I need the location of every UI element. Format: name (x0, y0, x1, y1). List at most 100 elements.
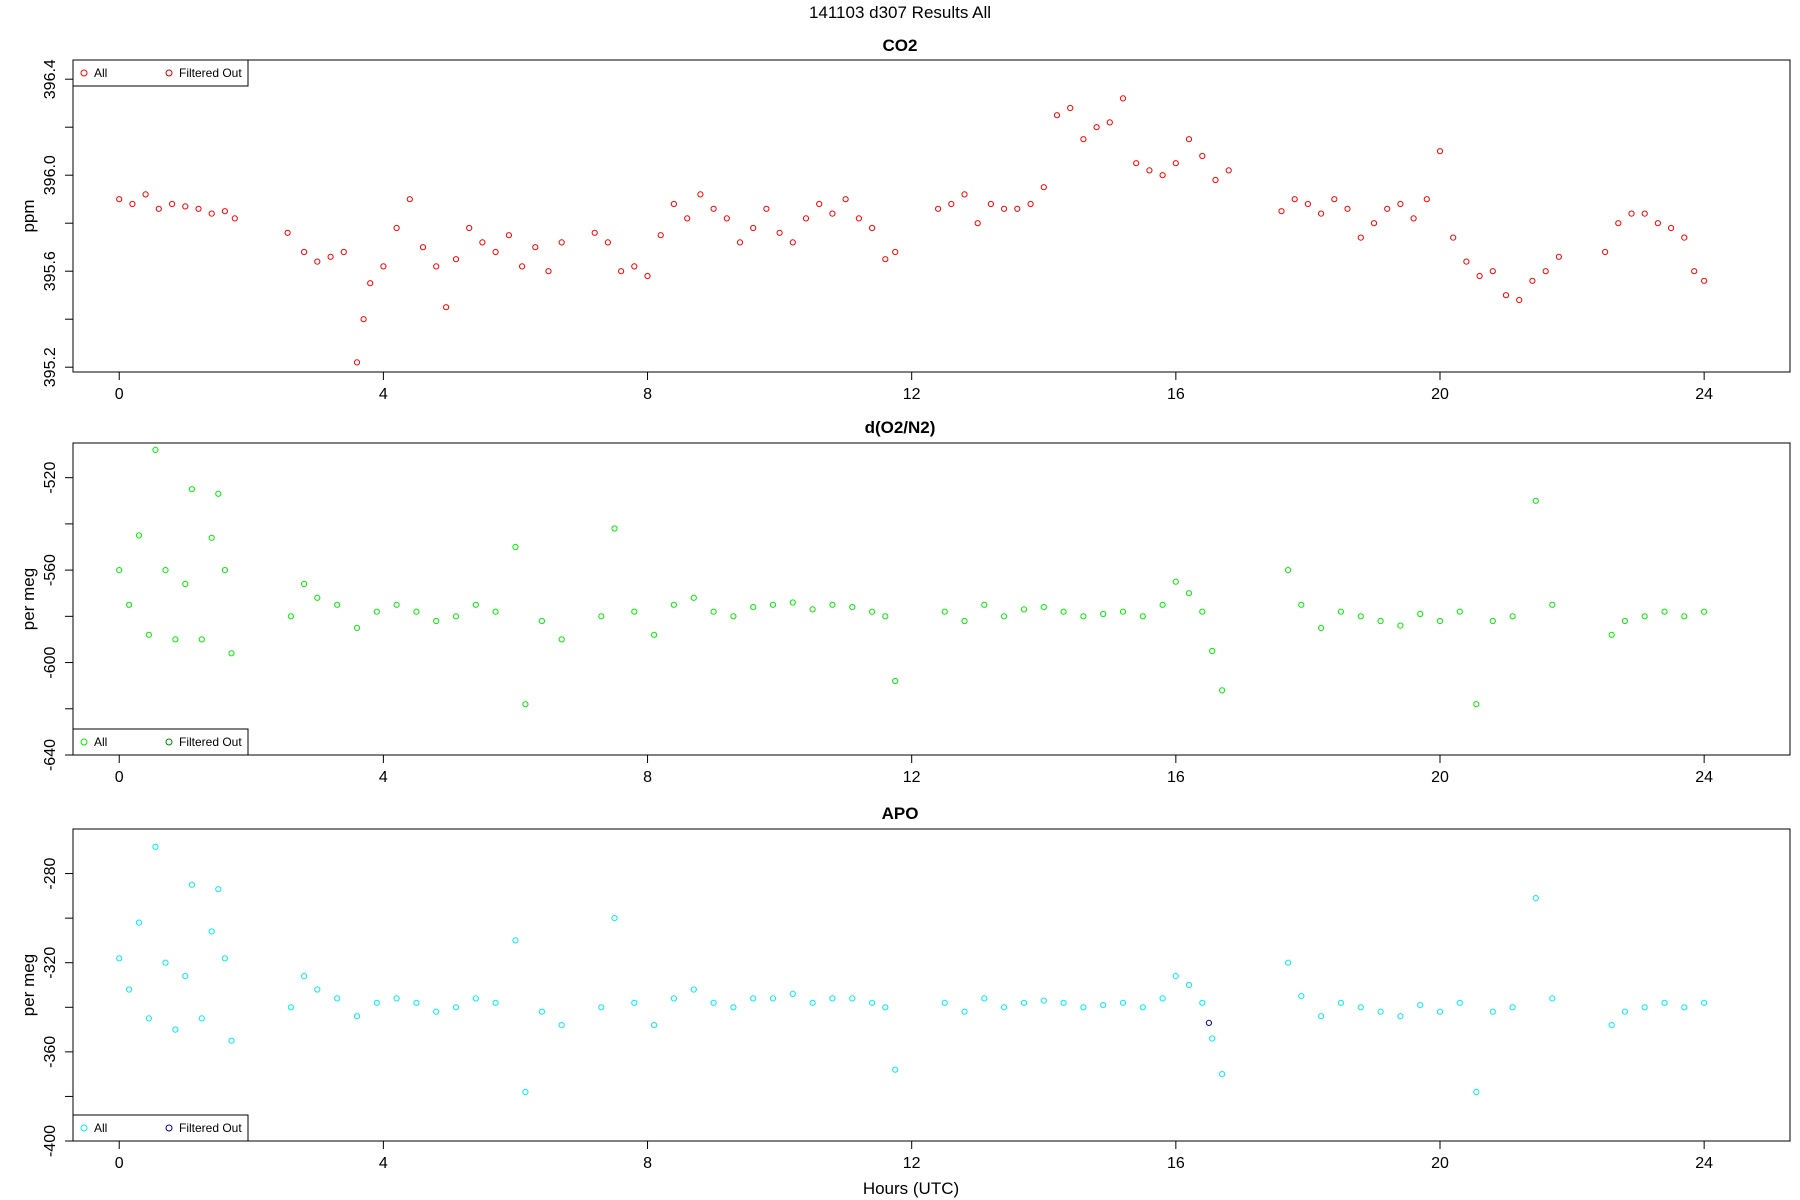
o2n2-data-point (1417, 610, 1424, 618)
o2n2-data-point (869, 608, 876, 615)
apo-y-axis-label: per meg (19, 954, 38, 1016)
o2n2-legend-filtered-marker (165, 738, 173, 746)
o2n2-data-point (1219, 687, 1226, 694)
apo-data-point (314, 986, 321, 993)
apo-x-tick-label: 12 (903, 1155, 921, 1172)
o2n2-data-point (1397, 622, 1404, 629)
o2n2-data-point (215, 490, 222, 497)
co2-data-point (829, 210, 836, 217)
o2n2-data-point (172, 636, 179, 643)
apo-data-point (1661, 999, 1668, 1006)
apo-data-point (690, 986, 697, 993)
apo-data-point (353, 1013, 361, 1020)
apo-legend-filtered-label: Filtered Out (179, 1121, 242, 1135)
co2-data-point (1291, 196, 1298, 203)
o2n2-data-point (651, 631, 658, 638)
apo-data-point (452, 1004, 460, 1011)
o2n2-data-point (135, 532, 143, 539)
o2n2-data-point (1172, 578, 1179, 585)
apo-y-tick-label: -280 (42, 857, 59, 889)
o2n2-legend: All Filtered Out (72, 728, 249, 756)
apo-y-tick-label: -320 (42, 947, 59, 979)
o2n2-data-point (670, 601, 678, 608)
co2-data-point (869, 224, 876, 232)
co2-data-point (1384, 205, 1391, 212)
o2n2-data-point (221, 567, 228, 574)
co2-x-tick-label: 12 (903, 386, 921, 403)
apo-panel-title: APO (882, 804, 919, 823)
apo-data-point (1377, 1008, 1384, 1015)
co2-data-point (231, 215, 238, 222)
o2n2-plot-frame (72, 442, 1791, 756)
co2-data-point (1146, 167, 1153, 174)
co2-data-point (618, 268, 625, 275)
o2n2-data-point (631, 608, 638, 615)
co2-data-point (1304, 200, 1312, 208)
apo-data-point (1509, 1004, 1516, 1011)
apo-x-ticks: 0 4 8 12 16 20 24 (115, 1141, 1713, 1172)
co2-data-point (750, 224, 757, 232)
o2n2-data-point (538, 617, 546, 625)
co2-data-point (155, 205, 162, 212)
co2-data-point (1489, 268, 1496, 275)
o2n2-data-point (1298, 601, 1305, 608)
apo-data-point (1199, 999, 1206, 1006)
figure-title: 141103 d307 Results All (809, 3, 991, 22)
o2n2-data-point (208, 534, 215, 541)
apo-data-point (1119, 999, 1127, 1006)
apo-data-point (1436, 1008, 1444, 1015)
o2n2-data-point (598, 613, 605, 620)
co2-data-point (452, 256, 460, 263)
co2-data-point (842, 196, 849, 203)
o2n2-y-tick-label: -520 (42, 462, 59, 494)
apo-data-point (208, 928, 215, 935)
o2n2-data-point (162, 567, 169, 574)
co2-data-point (604, 239, 612, 246)
apo-data-point (1219, 1071, 1226, 1078)
apo-data-point (1159, 995, 1166, 1002)
apo-data-point (1139, 1004, 1146, 1011)
co2-data-point (182, 203, 189, 210)
co2-data-point (1344, 205, 1351, 212)
co2-data-point (532, 244, 539, 251)
o2n2-data-point (961, 617, 968, 625)
apo-legend-all-marker (80, 1124, 88, 1132)
apo-data-point (981, 995, 988, 1002)
o2n2-panel-title: d(O2/N2) (865, 418, 936, 437)
o2n2-data-point (1357, 613, 1364, 620)
apo-data-point (492, 999, 499, 1006)
co2-data-point (1014, 205, 1021, 212)
co2-data-point (327, 253, 334, 260)
apo-data-point (116, 955, 123, 962)
co2-data-point (505, 232, 512, 239)
co2-data-point (1436, 148, 1444, 155)
co2-data-point (443, 304, 450, 311)
apo-data-point (152, 843, 159, 850)
co2-x-tick-label: 20 (1431, 386, 1449, 403)
co2-data-point (1410, 215, 1417, 222)
o2n2-data-point (353, 624, 361, 632)
co2-legend-box (72, 59, 249, 87)
apo-x-tick-label: 4 (379, 1155, 388, 1172)
apo-x-tick-label: 24 (1695, 1155, 1713, 1172)
apo-data-point (892, 1066, 899, 1073)
co2-data-point (284, 229, 291, 236)
apo-data-point (670, 995, 678, 1002)
apo-data-point (750, 995, 757, 1002)
apo-x-tick-label: 0 (115, 1155, 124, 1172)
co2-plot-frame (72, 59, 1791, 373)
apo-data-point (334, 995, 341, 1002)
o2n2-data-point (1661, 608, 1668, 615)
co2-data-point (591, 229, 598, 236)
co2-data-point (1080, 136, 1087, 143)
o2n2-data-point (145, 631, 152, 638)
o2n2-data-point (1621, 617, 1629, 625)
apo-data-point (126, 986, 133, 993)
o2n2-data-point (393, 601, 400, 608)
co2-x-ticks: 0 4 8 12 16 20 24 (115, 372, 1713, 403)
apo-data-point (941, 999, 948, 1006)
co2-data-point (1370, 220, 1378, 227)
apo-data-point (1040, 997, 1047, 1004)
o2n2-data-point (1337, 608, 1345, 615)
